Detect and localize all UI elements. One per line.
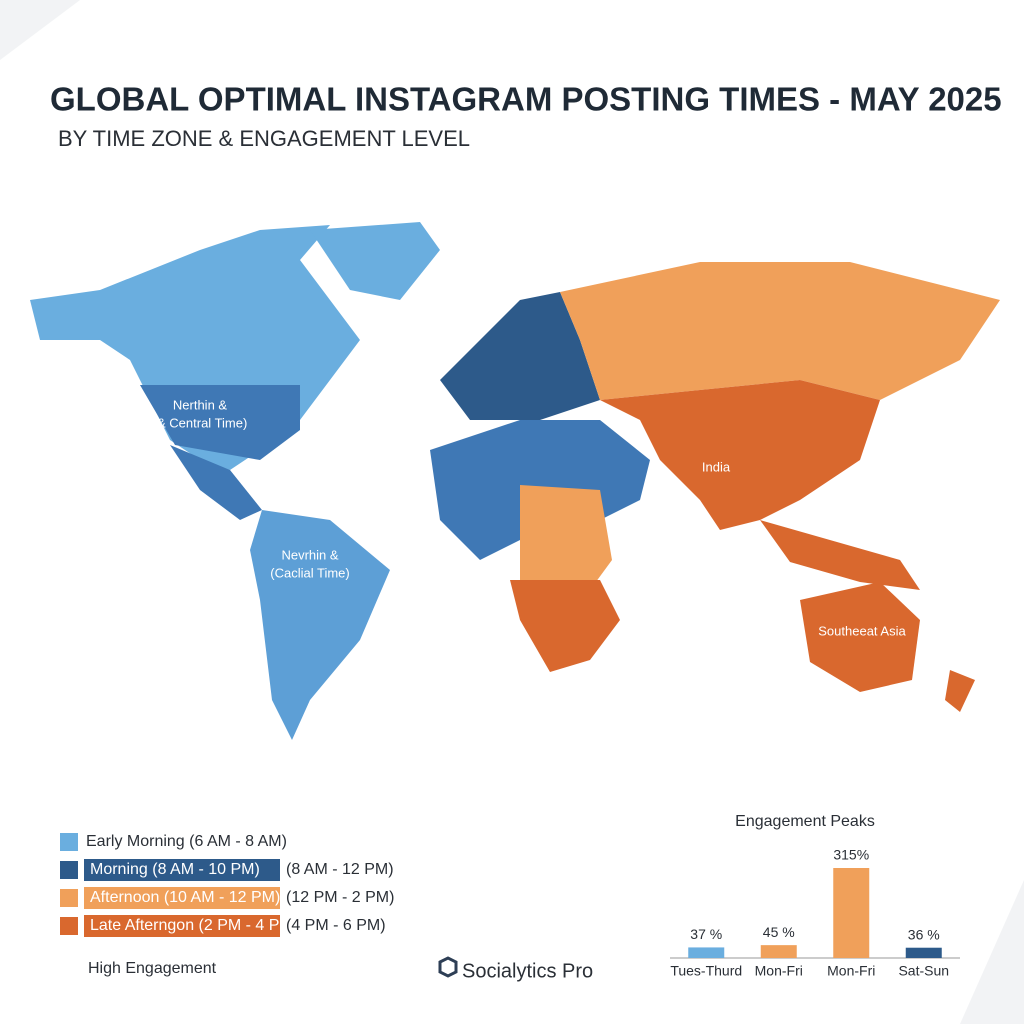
legend-extra: (12 PM - 2 PM) — [286, 889, 394, 906]
legend-band — [84, 859, 280, 881]
bar — [905, 947, 942, 958]
brand: Socialytics Pro — [462, 960, 593, 982]
map-label: Nevrhin & — [281, 547, 338, 562]
bar — [688, 947, 725, 958]
x-tick-label: Tues-Thurd — [670, 963, 742, 979]
greenland — [310, 222, 440, 300]
map-label: India — [702, 459, 731, 474]
map-label: (Caclial Time) — [270, 565, 349, 580]
decor — [0, 0, 80, 60]
south-america — [250, 510, 390, 740]
map-label: (& Central Time) — [153, 415, 248, 430]
decor — [960, 880, 1024, 1024]
legend-swatch — [60, 861, 78, 879]
subtitle: BY TIME ZONE & ENGAGEMENT LEVEL — [58, 126, 470, 151]
central-america — [170, 445, 262, 520]
legend-label: Late Afterngon (2 PM - 4 PM) — [90, 917, 298, 934]
central-africa — [520, 485, 612, 600]
legend-band — [84, 887, 280, 909]
x-tick-label: Mon-Fri — [755, 963, 803, 979]
value-label: 315% — [833, 847, 869, 863]
southeast-asia — [760, 520, 920, 590]
map-label: Nerthin & — [173, 397, 228, 412]
legend-band — [84, 915, 280, 937]
europe — [440, 292, 600, 420]
brand-icon — [438, 956, 458, 978]
value-label: 37 % — [690, 926, 722, 942]
bar — [833, 868, 870, 958]
legend-swatch — [60, 917, 78, 935]
value-label: 45 % — [763, 924, 795, 940]
russia — [560, 262, 1000, 400]
australia — [800, 582, 920, 692]
x-tick-label: Mon-Fri — [827, 963, 875, 979]
legend-extra: (8 AM - 12 PM) — [286, 861, 394, 878]
new-zealand — [945, 670, 975, 712]
legend-swatch — [60, 889, 78, 907]
legend-label: Afternoon (10 AM - 12 PM) — [90, 889, 280, 906]
title: GLOBAL OPTIMAL INSTAGRAM POSTING TIMES -… — [50, 81, 1002, 118]
us-region — [140, 385, 300, 460]
world-map — [30, 222, 1000, 740]
value-label: 36 % — [908, 926, 940, 942]
southern-africa — [510, 580, 620, 672]
legend-note: High Engagement — [88, 960, 217, 977]
legend: Early Morning (6 AM - 8 AM) Morning (8 AM… — [60, 833, 394, 937]
legend-label: Morning (8 AM - 10 PM) — [90, 861, 260, 878]
bar — [760, 945, 797, 958]
legend-swatch — [60, 833, 78, 851]
map-label: Southeeat Asia — [818, 623, 906, 638]
x-tick-label: Sat-Sun — [898, 963, 949, 979]
chart-title: Engagement Peaks — [735, 813, 875, 830]
legend-label: Early Morning (6 AM - 8 AM) — [86, 833, 287, 850]
legend-extra: (4 PM - 6 PM) — [286, 917, 386, 934]
asia — [600, 380, 880, 530]
